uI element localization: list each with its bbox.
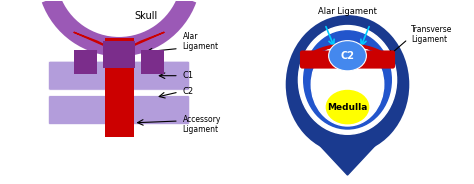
Ellipse shape bbox=[327, 91, 369, 124]
Text: Transverse
Ligament: Transverse Ligament bbox=[411, 25, 452, 44]
Text: Skull: Skull bbox=[135, 11, 158, 21]
FancyBboxPatch shape bbox=[300, 50, 395, 69]
Bar bbox=[103, 41, 136, 68]
Polygon shape bbox=[119, 32, 164, 52]
Text: Medulla: Medulla bbox=[328, 103, 368, 112]
Text: C1: C1 bbox=[182, 71, 193, 80]
Text: C2: C2 bbox=[182, 88, 193, 96]
Text: Accessory
Ligament: Accessory Ligament bbox=[182, 115, 221, 134]
Ellipse shape bbox=[311, 43, 384, 126]
Ellipse shape bbox=[299, 26, 397, 134]
Bar bbox=[74, 50, 97, 74]
FancyBboxPatch shape bbox=[105, 38, 134, 137]
FancyBboxPatch shape bbox=[48, 96, 190, 125]
Ellipse shape bbox=[304, 31, 392, 129]
Bar bbox=[141, 50, 164, 74]
Text: C2: C2 bbox=[340, 51, 355, 61]
Polygon shape bbox=[74, 32, 119, 52]
FancyBboxPatch shape bbox=[48, 61, 190, 90]
Ellipse shape bbox=[287, 17, 408, 152]
Text: Alar Ligament: Alar Ligament bbox=[318, 8, 377, 16]
Ellipse shape bbox=[328, 41, 366, 71]
Text: Alar
Ligament: Alar Ligament bbox=[182, 32, 219, 51]
Polygon shape bbox=[305, 130, 390, 175]
